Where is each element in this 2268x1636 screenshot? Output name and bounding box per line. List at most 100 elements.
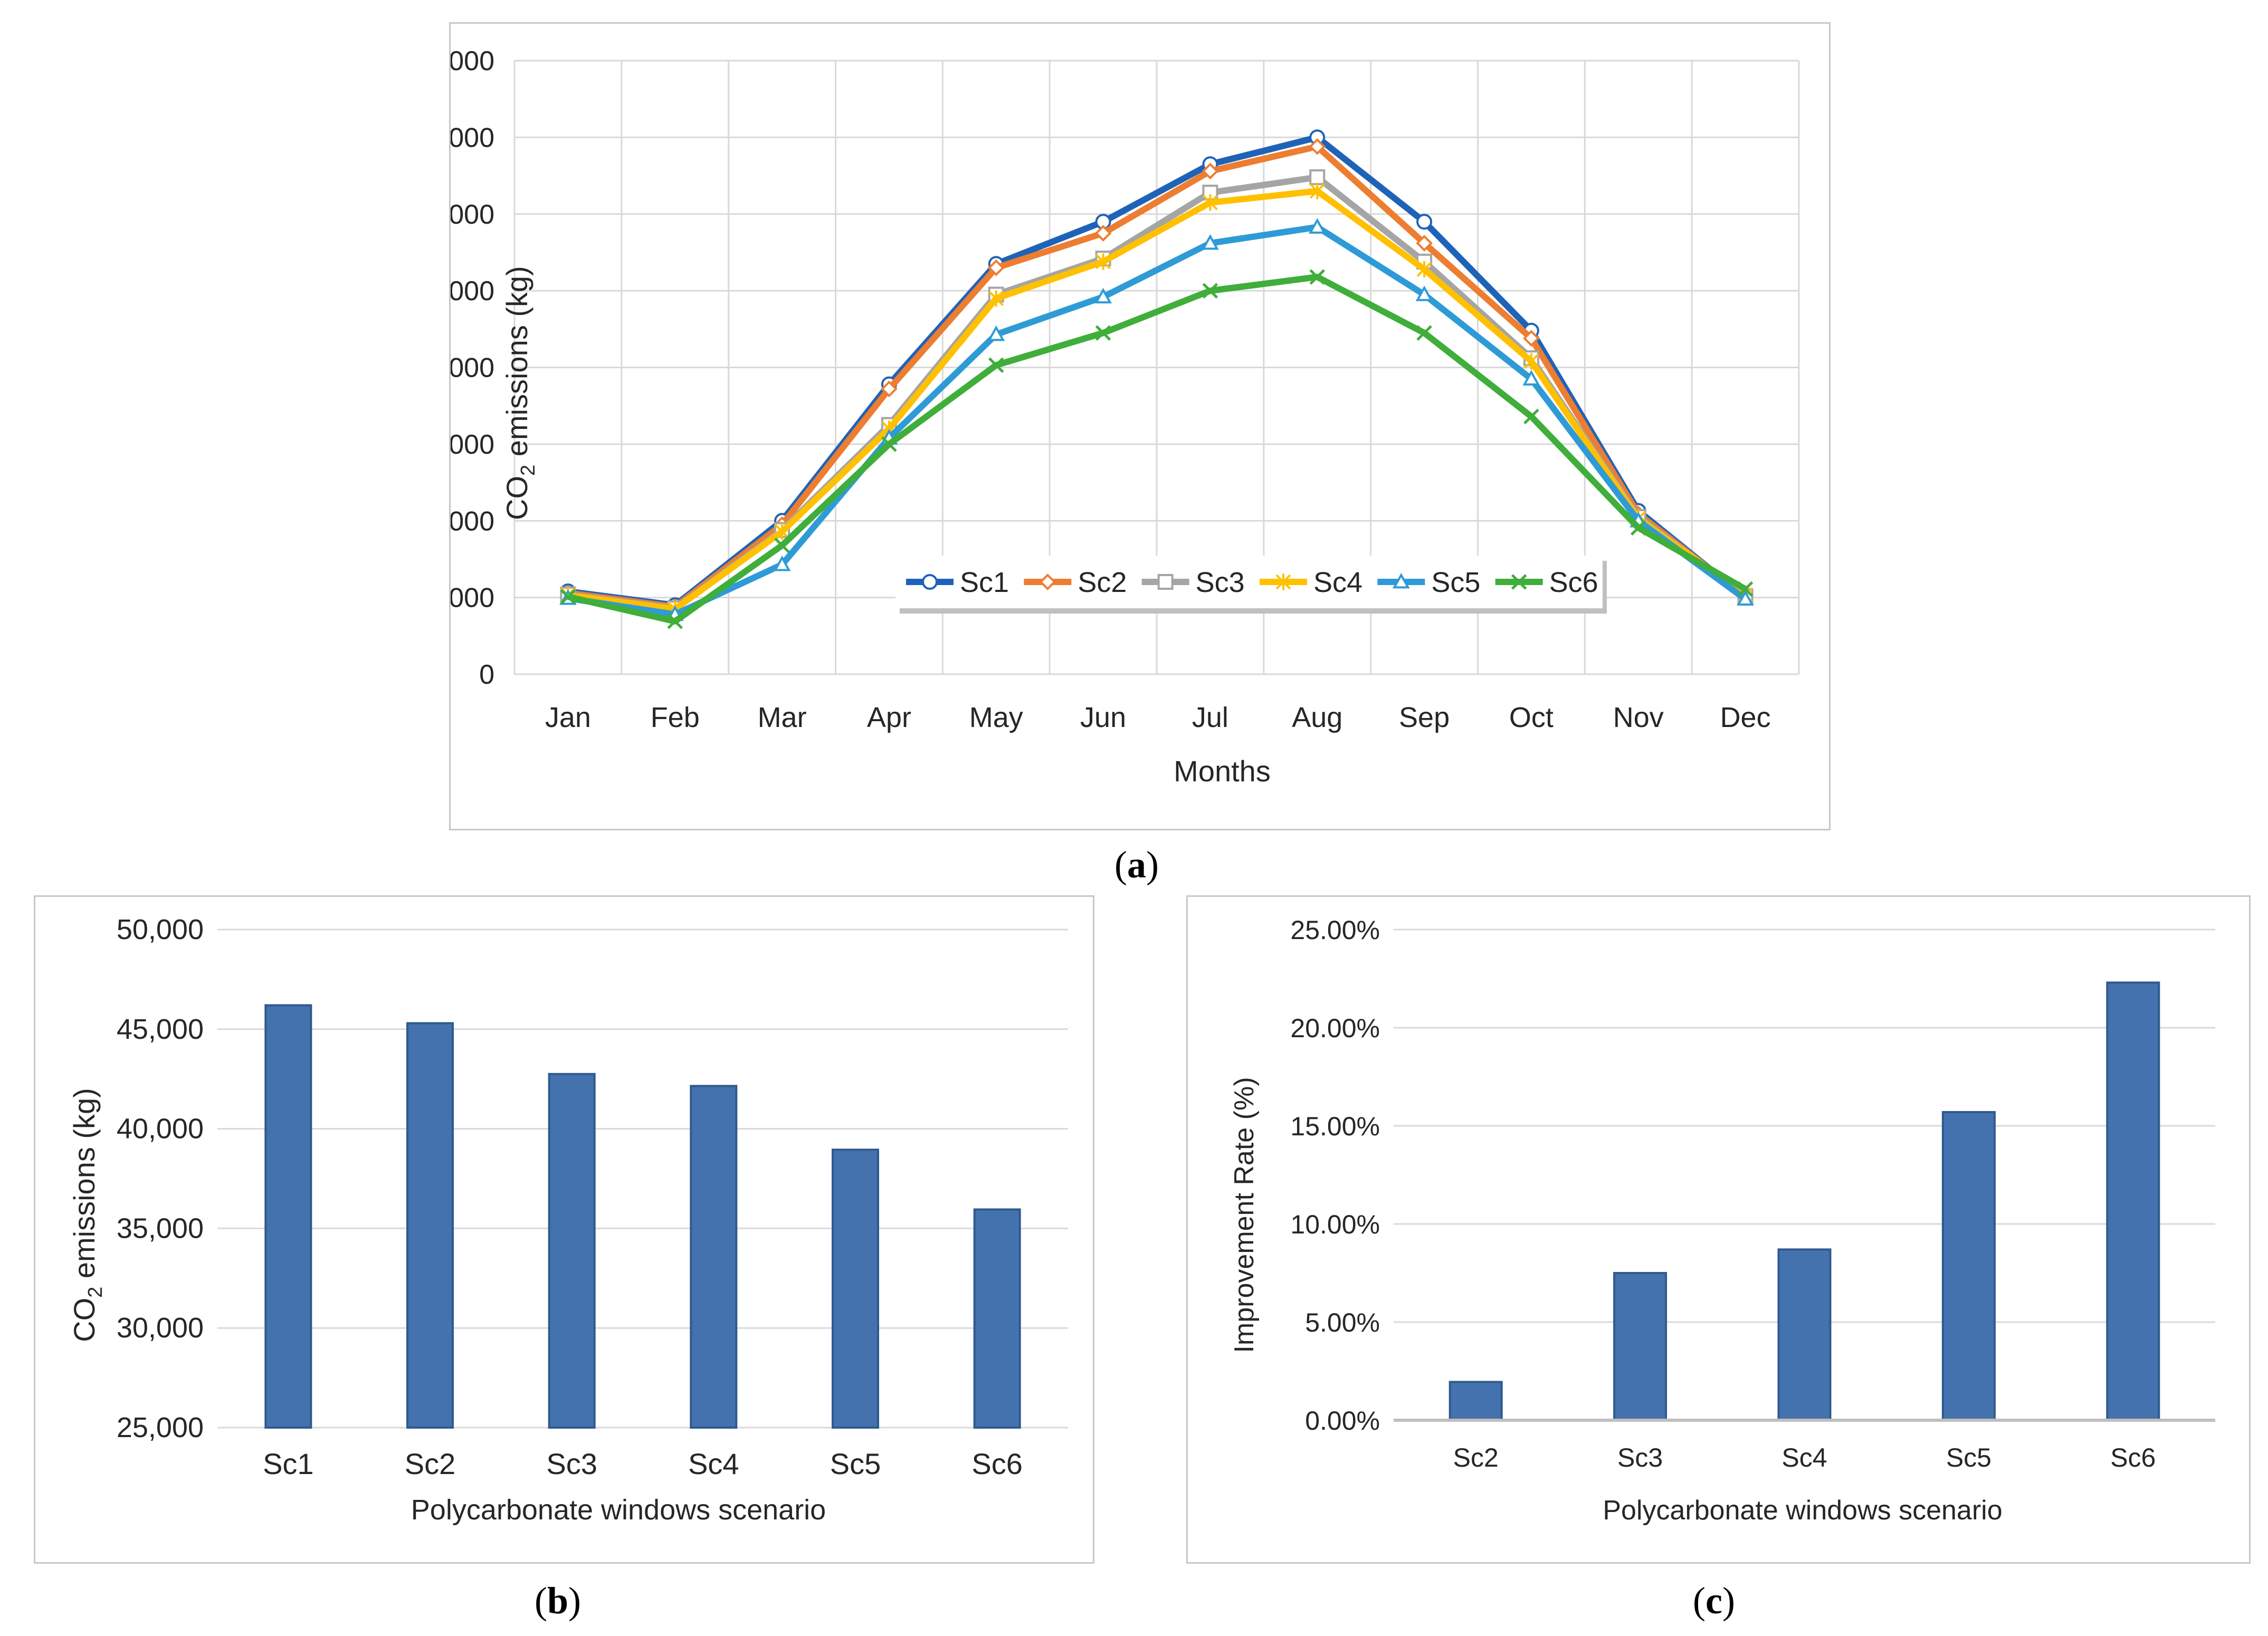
y-tick-label: 7000 (451, 122, 494, 153)
series-sc6 (560, 269, 1754, 629)
data-point (987, 325, 1005, 341)
data-point (774, 538, 790, 553)
legend-marker (1392, 572, 1410, 589)
x-tick-label: Sc3 (1617, 1443, 1663, 1472)
improvement-bar-chart: 0.00%5.00%10.00%15.00%20.00%25.00% Sc2 Sc… (1229, 915, 2215, 1526)
y-axis-title: CO2 emissions (kg) (68, 1088, 107, 1342)
bar-sc2 (406, 1022, 454, 1429)
co2-bar-chart: 25,000 30,000 35,000 40,000 45,000 50,000 Sc1… (68, 914, 1068, 1526)
series-line (567, 224, 1748, 618)
y-tick-label: 25.00% (1290, 915, 1380, 945)
x-tick-label: Sc2 (1453, 1443, 1499, 1472)
data-point (1630, 520, 1646, 536)
y-tick-label: 15.00% (1290, 1112, 1380, 1141)
x-axis-title: Polycarbonate windows scenario (411, 1494, 826, 1526)
legend-marker (1511, 574, 1527, 590)
data-point (1416, 214, 1433, 230)
x-tick-label: Jul (1192, 702, 1228, 733)
x-tick-labels: Sc1 Sc2 Sc3 Sc4 Sc5 Sc6 (263, 1447, 1023, 1480)
x-tick-labels: Sc2 Sc3 Sc4 Sc5 Sc6 (1453, 1443, 2156, 1472)
legend-item: Sc4 (1260, 567, 1362, 598)
series-line (567, 273, 1747, 625)
bar-sc2 (1449, 1381, 1503, 1422)
improvement-bar-chart-panel: 0.00% 5.00% 10.00% 15.00% 20.00% 25.00% Sc2 Sc… (1186, 895, 2251, 1564)
y-tick-label: 6000 (451, 199, 494, 230)
legend-item: Sc5 (1377, 567, 1480, 598)
line-chart-panel: 0 1000 2000 3000 4000 5000 6000 7000 8000 Jan Feb… (449, 22, 1831, 830)
bar-sc3 (548, 1073, 596, 1429)
bar-sc3 (1613, 1272, 1667, 1421)
data-point (988, 357, 1004, 373)
data-point (1523, 353, 1539, 370)
x-axis-title: Months (1174, 754, 1271, 788)
series-lines (559, 129, 1754, 629)
legend-label: Sc3 (1196, 567, 1245, 598)
y-axis-title: CO2 emissions (kg) (500, 266, 539, 520)
x-tick-label: Sc2 (405, 1447, 456, 1480)
data-point (773, 555, 791, 571)
x-tick-label: Nov (1613, 702, 1664, 733)
data-point (1737, 590, 1754, 606)
bar-sc4 (690, 1085, 738, 1429)
data-point (1095, 325, 1111, 341)
x-tick-label: Jun (1080, 702, 1126, 733)
y-tick-label: 45,000 (117, 1013, 204, 1045)
x-tick-label: Sc4 (1781, 1443, 1827, 1472)
legend-label: Sc2 (1078, 567, 1127, 598)
data-point (1309, 169, 1326, 185)
data-point (1202, 162, 1219, 180)
y-axis-title: Improvement Rate (%) (1229, 1077, 1260, 1353)
data-point (1095, 253, 1111, 270)
legend: Sc1 Sc2 Sc3 Sc4 Sc5 Sc6 (895, 556, 1607, 614)
legend-label: Sc4 (1313, 567, 1362, 598)
y-tick-labels: 25,000 30,000 35,000 40,000 45,000 50,000 (117, 914, 204, 1443)
legend-label: Sc5 (1431, 567, 1480, 598)
data-point (1202, 234, 1219, 250)
legend-marker (1275, 573, 1291, 590)
x-tick-label: Jan (545, 702, 591, 733)
data-point (1203, 194, 1218, 211)
caption-a: (a) (1114, 844, 1159, 886)
x-tick-label: Sc5 (830, 1447, 881, 1480)
legend-marker (1157, 574, 1174, 590)
caption-b: (b) (535, 1580, 582, 1622)
data-point (1522, 370, 1540, 386)
y-tick-label: 5.00% (1305, 1308, 1380, 1337)
x-axis-title: Polycarbonate windows scenario (1603, 1495, 2002, 1526)
bar-sc5 (1941, 1111, 1996, 1421)
y-tick-label: 2000 (451, 506, 494, 537)
co2-bar-chart-panel: 25,000 30,000 35,000 40,000 45,000 50,000 Sc1… (34, 895, 1094, 1564)
y-tick-labels: 0 1000 2000 3000 4000 5000 6000 7000 8000 (451, 46, 494, 690)
data-point (1416, 261, 1432, 278)
y-tick-label: 20.00% (1290, 1013, 1380, 1043)
series-line (567, 188, 1748, 613)
x-tick-label: Oct (1509, 702, 1554, 733)
caption-c: (c) (1693, 1580, 1735, 1622)
legend-item: Sc1 (906, 567, 1009, 598)
data-point (881, 380, 898, 398)
y-tick-label: 0 (479, 659, 494, 690)
series-sc5 (559, 218, 1754, 621)
x-tick-label: Sc5 (1946, 1443, 1991, 1472)
x-tick-label: Sc6 (2110, 1443, 2156, 1472)
legend-marker (1039, 573, 1056, 590)
x-tick-label: Apr (867, 702, 911, 733)
y-tick-label: 3000 (451, 429, 494, 460)
data-point (1309, 138, 1326, 155)
data-point (1309, 183, 1325, 199)
data-point (1309, 269, 1326, 285)
data-point (667, 613, 683, 629)
data-point (987, 259, 1005, 276)
x-tick-label: Feb (651, 702, 700, 733)
bars (264, 1004, 1021, 1429)
data-point (1308, 218, 1326, 234)
x-tick-label: Sc3 (546, 1447, 597, 1480)
data-point (988, 290, 1004, 307)
legend-label: Sc6 (1549, 567, 1598, 598)
y-tick-label: 25,000 (117, 1412, 204, 1443)
y-tick-label: 1000 (451, 583, 494, 614)
data-point (1523, 408, 1539, 425)
bar-sc5 (832, 1149, 879, 1429)
data-point (1416, 235, 1433, 252)
data-point (1737, 581, 1754, 597)
